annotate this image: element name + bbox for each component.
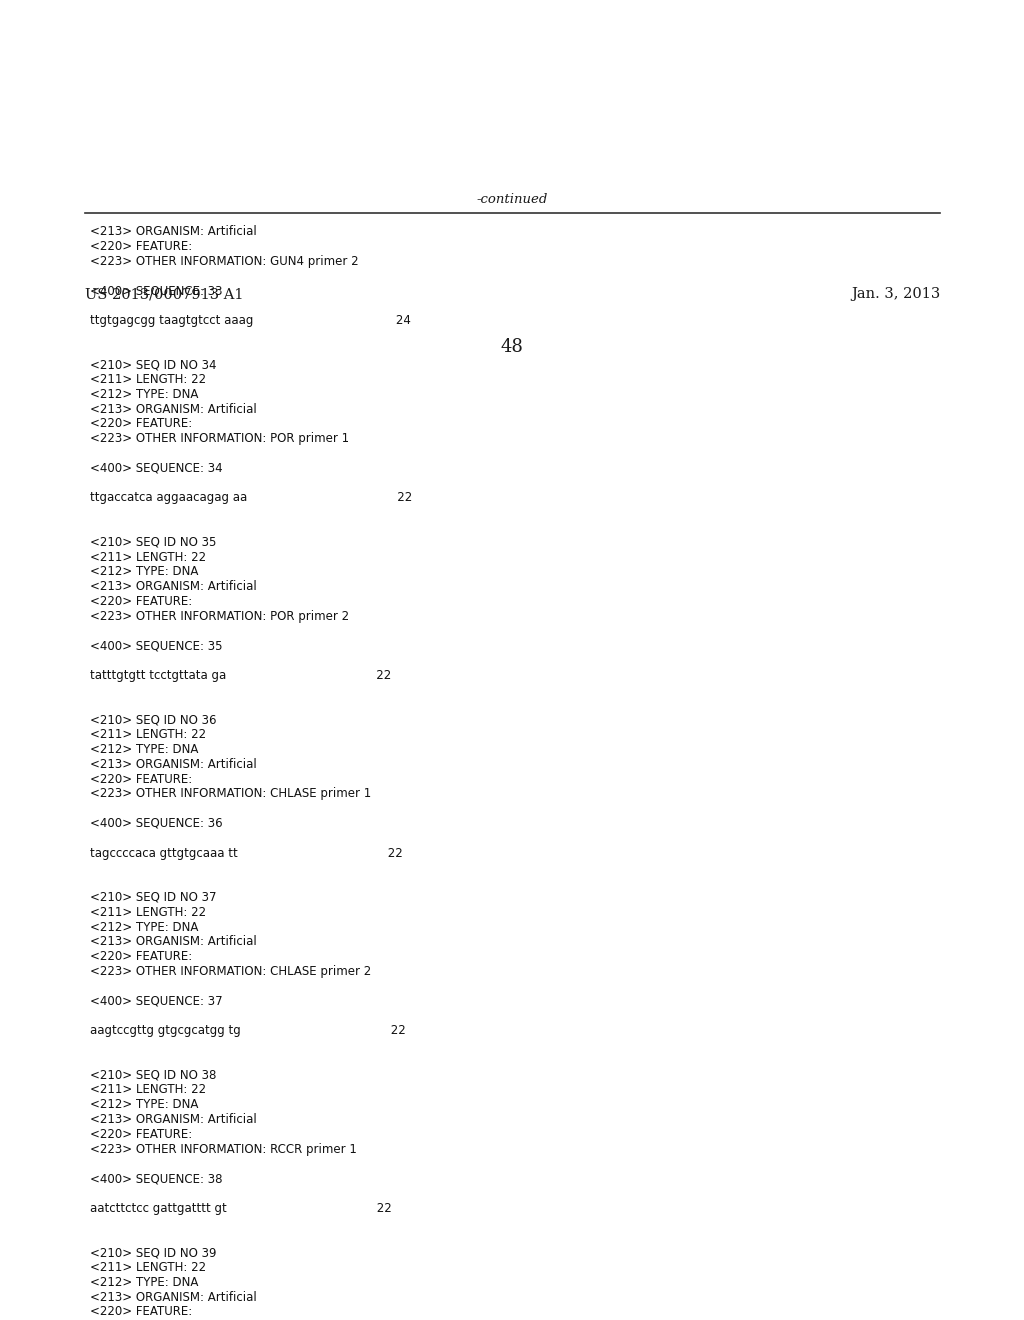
Text: <223> OTHER INFORMATION: RCCR primer 1: <223> OTHER INFORMATION: RCCR primer 1 <box>90 1143 357 1155</box>
Text: <223> OTHER INFORMATION: CHLASE primer 2: <223> OTHER INFORMATION: CHLASE primer 2 <box>90 965 372 978</box>
Text: <211> LENGTH: 22: <211> LENGTH: 22 <box>90 374 206 385</box>
Text: <211> LENGTH: 22: <211> LENGTH: 22 <box>90 550 206 564</box>
Text: <210> SEQ ID NO 35: <210> SEQ ID NO 35 <box>90 536 216 549</box>
Text: 48: 48 <box>501 338 523 356</box>
Text: aatcttctcc gattgatttt gt                                        22: aatcttctcc gattgatttt gt 22 <box>90 1201 392 1214</box>
Text: <212> TYPE: DNA: <212> TYPE: DNA <box>90 565 199 578</box>
Text: <213> ORGANISM: Artificial: <213> ORGANISM: Artificial <box>90 581 257 593</box>
Text: <213> ORGANISM: Artificial: <213> ORGANISM: Artificial <box>90 936 257 948</box>
Text: <212> TYPE: DNA: <212> TYPE: DNA <box>90 388 199 401</box>
Text: Jan. 3, 2013: Jan. 3, 2013 <box>851 286 940 301</box>
Text: <400> SEQUENCE: 37: <400> SEQUENCE: 37 <box>90 994 222 1007</box>
Text: aagtccgttg gtgcgcatgg tg                                        22: aagtccgttg gtgcgcatgg tg 22 <box>90 1024 406 1038</box>
Text: <400> SEQUENCE: 36: <400> SEQUENCE: 36 <box>90 817 222 830</box>
Text: <400> SEQUENCE: 33: <400> SEQUENCE: 33 <box>90 284 222 297</box>
Text: <210> SEQ ID NO 39: <210> SEQ ID NO 39 <box>90 1246 216 1259</box>
Text: <212> TYPE: DNA: <212> TYPE: DNA <box>90 1098 199 1111</box>
Text: <211> LENGTH: 22: <211> LENGTH: 22 <box>90 1261 206 1274</box>
Text: <212> TYPE: DNA: <212> TYPE: DNA <box>90 920 199 933</box>
Text: <223> OTHER INFORMATION: POR primer 2: <223> OTHER INFORMATION: POR primer 2 <box>90 610 349 623</box>
Text: <213> ORGANISM: Artificial: <213> ORGANISM: Artificial <box>90 758 257 771</box>
Text: ttgtgagcgg taagtgtcct aaag                                      24: ttgtgagcgg taagtgtcct aaag 24 <box>90 314 411 327</box>
Text: <210> SEQ ID NO 34: <210> SEQ ID NO 34 <box>90 358 216 371</box>
Text: tatttgtgtt tcctgttata ga                                        22: tatttgtgtt tcctgttata ga 22 <box>90 669 391 682</box>
Text: <400> SEQUENCE: 35: <400> SEQUENCE: 35 <box>90 639 222 652</box>
Text: <220> FEATURE:: <220> FEATURE: <box>90 595 193 609</box>
Text: <223> OTHER INFORMATION: CHLASE primer 1: <223> OTHER INFORMATION: CHLASE primer 1 <box>90 788 372 800</box>
Text: <220> FEATURE:: <220> FEATURE: <box>90 950 193 964</box>
Text: <400> SEQUENCE: 38: <400> SEQUENCE: 38 <box>90 1172 222 1185</box>
Text: <220> FEATURE:: <220> FEATURE: <box>90 1305 193 1319</box>
Text: <213> ORGANISM: Artificial: <213> ORGANISM: Artificial <box>90 224 257 238</box>
Text: <220> FEATURE:: <220> FEATURE: <box>90 772 193 785</box>
Text: -continued: -continued <box>476 193 548 206</box>
Text: <211> LENGTH: 22: <211> LENGTH: 22 <box>90 1084 206 1097</box>
Text: US 2013/0007913 A1: US 2013/0007913 A1 <box>85 286 244 301</box>
Text: <212> TYPE: DNA: <212> TYPE: DNA <box>90 1276 199 1288</box>
Text: <212> TYPE: DNA: <212> TYPE: DNA <box>90 743 199 756</box>
Text: <213> ORGANISM: Artificial: <213> ORGANISM: Artificial <box>90 403 257 416</box>
Text: <400> SEQUENCE: 34: <400> SEQUENCE: 34 <box>90 462 222 475</box>
Text: <223> OTHER INFORMATION: POR primer 1: <223> OTHER INFORMATION: POR primer 1 <box>90 432 349 445</box>
Text: <220> FEATURE:: <220> FEATURE: <box>90 1127 193 1140</box>
Text: <211> LENGTH: 22: <211> LENGTH: 22 <box>90 906 206 919</box>
Text: <210> SEQ ID NO 36: <210> SEQ ID NO 36 <box>90 713 216 726</box>
Text: <210> SEQ ID NO 37: <210> SEQ ID NO 37 <box>90 891 216 904</box>
Text: <211> LENGTH: 22: <211> LENGTH: 22 <box>90 729 206 742</box>
Text: <213> ORGANISM: Artificial: <213> ORGANISM: Artificial <box>90 1291 257 1304</box>
Text: <220> FEATURE:: <220> FEATURE: <box>90 240 193 253</box>
Text: <210> SEQ ID NO 38: <210> SEQ ID NO 38 <box>90 1069 216 1081</box>
Text: <223> OTHER INFORMATION: GUN4 primer 2: <223> OTHER INFORMATION: GUN4 primer 2 <box>90 255 358 268</box>
Text: ttgaccatca aggaacagag aa                                        22: ttgaccatca aggaacagag aa 22 <box>90 491 413 504</box>
Text: tagccccaca gttgtgcaaa tt                                        22: tagccccaca gttgtgcaaa tt 22 <box>90 846 402 859</box>
Text: <213> ORGANISM: Artificial: <213> ORGANISM: Artificial <box>90 1113 257 1126</box>
Text: <220> FEATURE:: <220> FEATURE: <box>90 417 193 430</box>
